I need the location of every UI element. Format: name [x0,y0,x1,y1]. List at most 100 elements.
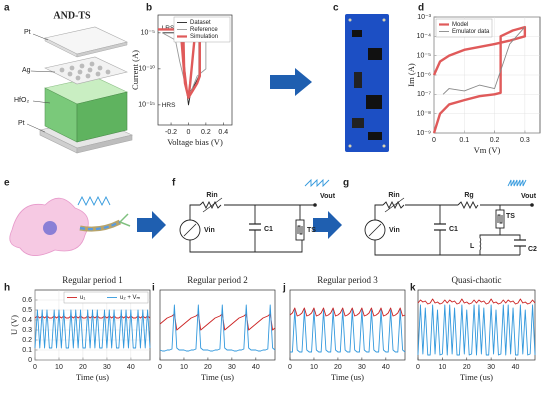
y-axis-label: Im (A) [406,63,416,87]
x-tick-label: 0 [33,364,37,371]
panel-letter: h [4,283,10,294]
device-stack: AND-TS Pt Ag HfO₂ Pt [14,10,133,154]
annotation: HRS [162,102,176,109]
layer-label: Pt [24,29,31,36]
circuit-f: Rin Vin C1 TS Vout [179,178,336,253]
chart-title: Quasi-chaotic [452,275,502,285]
x-tick-label: 10 [310,364,318,371]
series-line [162,32,228,99]
component-label: L [470,243,475,250]
x-tick-label: 0 [432,137,436,144]
panel-letter: d [418,3,424,14]
series-line [159,304,276,352]
component-label: Vout [521,193,537,200]
y-tick-label: 0 [28,357,32,364]
layer-label: HfO₂ [14,97,29,104]
legend-label: Emulator data [452,29,490,35]
x-tick-label: -0.2 [165,129,177,136]
layer-label: Pt [18,120,25,127]
x-tick-label: 0 [158,364,162,371]
y-tick-label: 10⁻⁵ [417,53,431,60]
chart-title: Regular period 1 [62,275,122,285]
y-tick-label: 0.3 [22,327,32,334]
series-line [34,309,151,349]
arrow [137,211,166,239]
y-tick-label: 10⁻⁴ [417,33,432,40]
y-tick-label: 0.2 [22,337,32,344]
panel-letter: b [146,3,152,14]
circuit-g: Rin Rg Vin C1 TS L C2 Vout [364,179,537,256]
x-tick-label: 0.2 [490,137,500,144]
x-axis-label: Time (us) [460,372,493,382]
device-title: AND-TS [53,10,91,21]
y-tick-label: 10⁻⁶ [417,72,431,79]
legend-label: Reference [190,27,218,33]
component-label: Rin [206,192,217,199]
component-label: Rin [388,192,399,199]
chart-title: Regular period 2 [187,275,247,285]
x-tick-label: 0 [288,364,292,371]
panel-letter: g [343,178,349,189]
x-tick-label: 0.4 [218,129,228,136]
component-label: Vin [389,227,400,234]
component-label: C1 [264,226,273,233]
series-line [289,307,406,317]
y-tick-label: 10⁻¹⁵ [138,102,155,109]
x-tick-label: 40 [252,364,260,371]
legend-label: Dataset [190,20,211,26]
y-tick-label: 10⁻⁵ [141,30,155,37]
panel-letter: k [410,283,416,294]
y-tick-label: 10⁻⁸ [417,111,431,118]
y-axis-label: Current (A) [130,50,140,90]
y-tick-label: 0.6 [22,297,32,304]
legend-box [63,291,149,304]
x-tick-label: 20 [79,364,87,371]
x-tick-label: 40 [127,364,135,371]
component-label: TS [307,227,316,234]
series-line [432,25,527,134]
neuron-illustration [9,195,131,256]
component-label: C1 [449,226,458,233]
legend-label: u₁ [80,295,85,301]
series-line [417,298,536,305]
x-tick-label: 20 [204,364,212,371]
y-tick-label: 0.5 [22,307,32,314]
x-axis-label: Time (us) [76,372,109,382]
series-line [159,313,276,331]
component-label: TS [506,213,515,220]
panel-letter: j [282,283,286,294]
x-tick-label: 0 [187,129,191,136]
x-tick-label: 40 [382,364,390,371]
y-tick-label: 10⁻⁹ [417,130,431,137]
x-tick-label: 0.3 [520,137,530,144]
x-tick-label: 30 [487,364,495,371]
x-tick-label: 10 [180,364,188,371]
y-axis-label: U (V) [9,315,19,335]
arrow [313,211,342,239]
plot-frame [159,289,276,361]
series-line [442,26,526,95]
component-label: Vout [320,193,336,200]
layer-label: Ag [22,67,31,74]
x-tick-label: 0 [416,364,420,371]
x-tick-label: 0.1 [459,137,469,144]
series-line [417,304,536,356]
y-tick-label: 0.1 [22,347,32,354]
y-tick-label: 10⁻¹⁰ [138,65,155,73]
x-tick-label: 10 [55,364,63,371]
arrow [270,68,312,96]
legend-label: u₂ + Vₘ [120,295,141,301]
x-tick-label: 30 [228,364,236,371]
x-axis-label: Vm (V) [474,145,501,155]
pcb-photo [345,14,389,152]
chart-title: Regular period 3 [317,275,378,285]
x-tick-label: 40 [512,364,520,371]
plot-frame [289,289,406,361]
y-tick-label: 10⁻³ [417,14,431,21]
x-tick-label: 20 [334,364,342,371]
y-tick-label: 10⁻⁷ [417,91,431,98]
y-tick-label: 0.4 [22,317,32,324]
panel-letter: e [4,178,10,189]
x-tick-label: 0.2 [201,129,211,136]
